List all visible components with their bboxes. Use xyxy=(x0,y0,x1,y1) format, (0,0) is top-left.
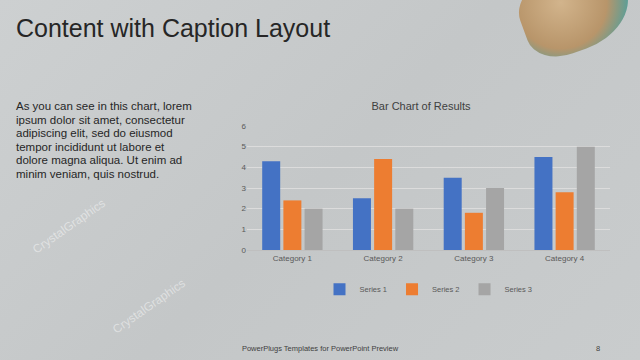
svg-text:0: 0 xyxy=(242,246,247,255)
svg-text:Category 4: Category 4 xyxy=(545,254,585,263)
svg-text:Category 2: Category 2 xyxy=(364,254,404,263)
svg-text:Category 1: Category 1 xyxy=(273,254,313,263)
html-text:8: 8 xyxy=(596,344,601,353)
svg-text:2: 2 xyxy=(242,204,247,213)
html-text:CrystalGraphics: CrystalGraphics xyxy=(30,196,108,257)
html-text:As you can see in this chart,: As you can see in this chart, lorem ipsu… xyxy=(16,100,192,180)
svg-text:Category 3: Category 3 xyxy=(454,254,494,263)
svg-text:3: 3 xyxy=(242,184,247,193)
svg-text:6: 6 xyxy=(242,122,247,131)
html-text:Content with Caption Layout: Content with Caption Layout xyxy=(16,14,331,42)
svg-text:4: 4 xyxy=(242,163,247,172)
html-text:CrystalGraphics: CrystalGraphics xyxy=(110,276,188,337)
svg-text:Series 2: Series 2 xyxy=(432,285,460,294)
svg-text:Series 3: Series 3 xyxy=(505,285,533,294)
svg-text:Series 1: Series 1 xyxy=(360,285,388,294)
html-text:PowerPlugs Templates for Power: PowerPlugs Templates for PowerPoint Prev… xyxy=(241,344,399,353)
svg-text:5: 5 xyxy=(242,142,247,151)
svg-text:Bar Chart of Results: Bar Chart of Results xyxy=(371,100,471,112)
svg-text:1: 1 xyxy=(242,225,247,234)
